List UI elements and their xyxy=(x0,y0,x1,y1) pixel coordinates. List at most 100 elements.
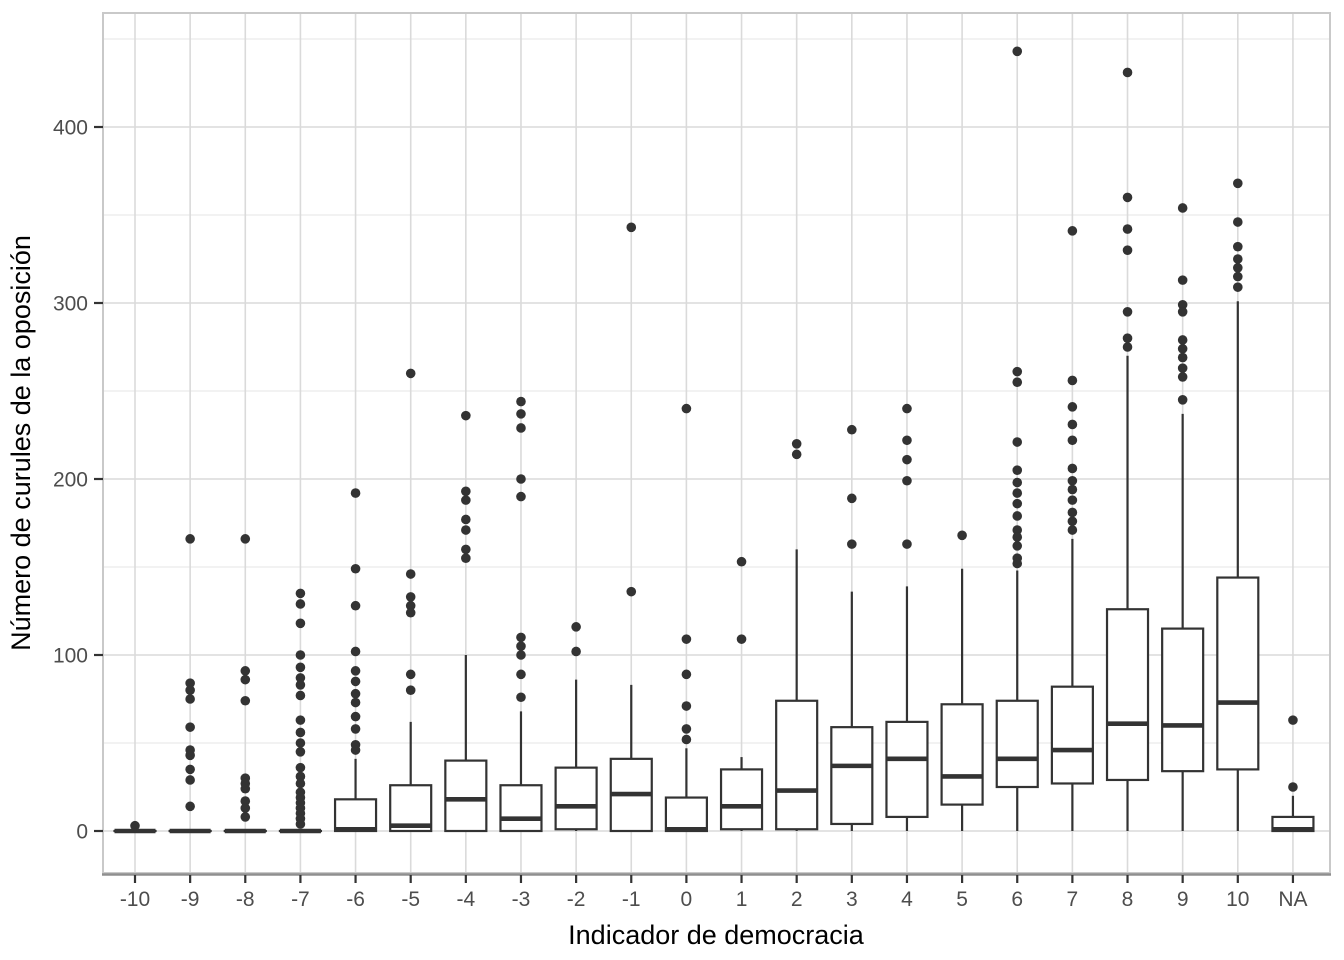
boxplot--7 xyxy=(278,588,323,834)
outlier-point xyxy=(626,222,637,233)
outlier-point xyxy=(130,820,140,831)
x-axis-title: Indicador de democracia xyxy=(568,920,865,950)
boxplot-6 xyxy=(995,46,1039,831)
outlier-point xyxy=(516,641,526,651)
outlier-point xyxy=(185,750,195,761)
outlier-point xyxy=(1012,437,1023,447)
outlier-point xyxy=(350,688,361,699)
outlier-point xyxy=(240,796,251,806)
outlier-point xyxy=(295,680,306,690)
x-tick-label: 6 xyxy=(1011,888,1023,911)
outlier-point xyxy=(902,403,912,414)
outlier-point xyxy=(350,600,361,611)
x-tick-label: 2 xyxy=(791,888,803,911)
boxplot-9 xyxy=(1161,203,1205,831)
outlier-point xyxy=(405,592,416,602)
outlier-point xyxy=(847,539,857,549)
outlier-point xyxy=(295,819,306,829)
outlier-point xyxy=(1177,299,1188,310)
outlier-point xyxy=(1012,366,1023,377)
boxplot--5 xyxy=(389,368,433,833)
outlier-point xyxy=(681,403,692,414)
box xyxy=(995,699,1039,789)
outlier-point xyxy=(1067,226,1078,236)
outlier-point xyxy=(847,493,857,504)
outlier-point xyxy=(240,695,251,706)
x-tick-label: -6 xyxy=(346,888,365,911)
outlier-point xyxy=(1067,463,1078,474)
x-tick-label: 8 xyxy=(1122,888,1134,911)
outlier-point xyxy=(1067,495,1078,505)
outlier-point xyxy=(295,650,306,660)
outlier-point xyxy=(350,488,361,498)
box xyxy=(1105,608,1150,782)
boxplot-8 xyxy=(1105,67,1150,831)
outlier-point xyxy=(350,724,361,734)
x-tick-label: -2 xyxy=(567,888,586,911)
outlier-point xyxy=(405,669,416,680)
boxplots xyxy=(113,46,1315,834)
box xyxy=(1216,576,1260,771)
outlier-point xyxy=(516,396,526,407)
outlier-point xyxy=(516,692,526,703)
x-tick-label: -10 xyxy=(120,888,150,911)
box xyxy=(333,798,378,833)
x-tick-label: 10 xyxy=(1226,888,1249,911)
outlier-point xyxy=(1122,224,1133,234)
box xyxy=(885,720,929,819)
outlier-point xyxy=(516,632,526,643)
outlier-point xyxy=(461,525,471,535)
boxplot-1 xyxy=(719,556,764,831)
outlier-point xyxy=(461,486,471,497)
outlier-point xyxy=(516,491,526,502)
outlier-point xyxy=(1122,307,1133,317)
outlier-point xyxy=(185,775,195,785)
y-tick-label: 0 xyxy=(76,821,88,844)
x-tick-label: 4 xyxy=(901,888,913,911)
outlier-point xyxy=(1177,372,1188,382)
outlier-point xyxy=(902,454,912,465)
outlier-point xyxy=(1122,333,1133,344)
outlier-point xyxy=(295,662,306,673)
outlier-point xyxy=(736,634,747,644)
outlier-point xyxy=(295,588,306,599)
outlier-point xyxy=(350,666,361,676)
outlier-point xyxy=(1122,245,1133,255)
panel-border xyxy=(102,12,1331,874)
outlier-point xyxy=(736,556,747,567)
box xyxy=(830,726,874,826)
outlier-point xyxy=(516,669,526,680)
boxplot-7 xyxy=(1050,226,1094,831)
outlier-point xyxy=(1177,307,1188,317)
outlier-point xyxy=(295,738,306,748)
outlier-point xyxy=(461,514,471,525)
box xyxy=(444,759,488,833)
box xyxy=(554,766,598,831)
outlier-point xyxy=(350,697,361,708)
outlier-point xyxy=(185,678,195,688)
box xyxy=(389,784,433,833)
outlier-point xyxy=(516,474,526,484)
outlier-point xyxy=(1067,484,1078,495)
x-tick-label: 1 xyxy=(736,888,748,911)
outlier-point xyxy=(1012,477,1023,488)
outlier-point xyxy=(1288,715,1298,725)
outlier-point xyxy=(295,673,306,683)
outlier-point xyxy=(350,676,361,687)
x-tick-label: -3 xyxy=(512,888,531,911)
outlier-point xyxy=(847,424,857,435)
outlier-point xyxy=(1122,342,1133,352)
outlier-point xyxy=(405,685,416,695)
outlier-point xyxy=(405,607,416,618)
outlier-point xyxy=(461,544,471,555)
outlier-point xyxy=(240,783,251,794)
outlier-point xyxy=(1233,271,1243,282)
outlier-point xyxy=(1177,352,1188,363)
boxplot--8 xyxy=(223,534,267,834)
x-tick-label: -5 xyxy=(401,888,420,911)
outlier-point xyxy=(1122,192,1133,203)
x-tick-label: -9 xyxy=(181,888,200,911)
box xyxy=(940,703,984,806)
outlier-point xyxy=(240,803,251,813)
